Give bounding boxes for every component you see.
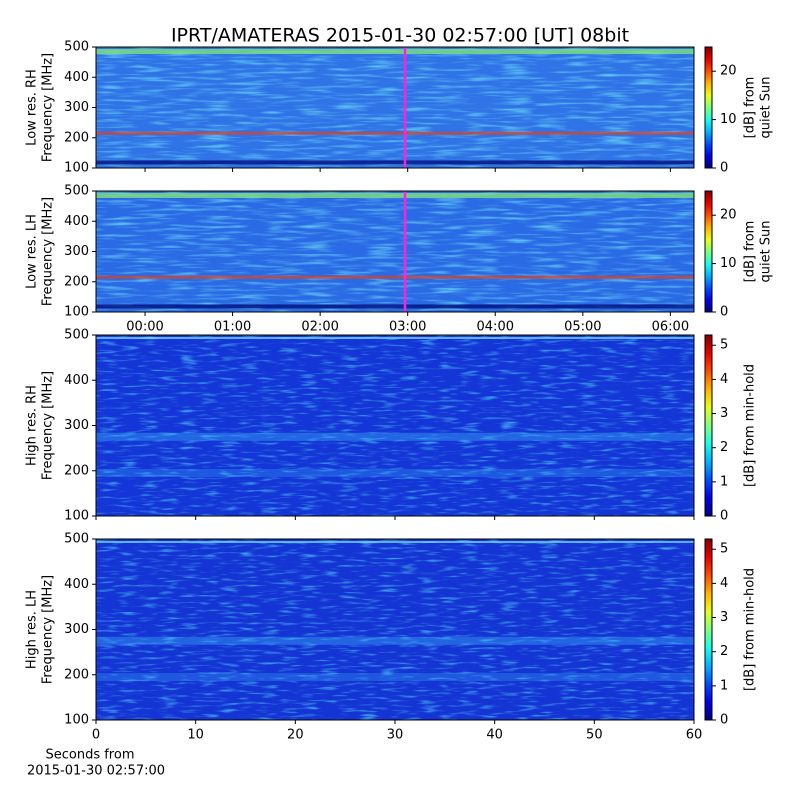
y-tick-label: 300 <box>64 244 89 259</box>
colorbar-tick-label: 0 <box>720 305 728 320</box>
colorbar-tick-label: 0 <box>720 161 728 176</box>
spectrogram-texture <box>96 335 694 516</box>
colorbar-tick-label: 10 <box>720 112 737 127</box>
spectrogram-texture <box>96 191 694 312</box>
colorbar-tick-label: 3 <box>720 406 728 421</box>
y-axis-label: Frequency [MHz] <box>41 53 56 162</box>
y-tick-label: 200 <box>64 667 89 682</box>
colorbar-tick-label: 1 <box>720 678 728 693</box>
x-tick-label: 0 <box>92 728 100 743</box>
y-tick-label: 400 <box>64 577 89 592</box>
spectrogram-band <box>96 304 694 309</box>
spectrogram-band <box>96 337 694 339</box>
y-axis-label: High res. RH <box>25 385 40 466</box>
y-tick-label: 300 <box>64 100 89 115</box>
colorbar-frame <box>704 538 713 721</box>
y-tick-label: 300 <box>64 622 89 637</box>
colorbar-tick-label: 5 <box>720 542 728 557</box>
spectrogram-band <box>96 469 694 478</box>
colorbar-label: [dB] from min-hold <box>743 364 758 487</box>
spectrogram-band <box>96 275 694 279</box>
spectrogram-band <box>96 432 694 441</box>
colorbar-label: [dB] from min-hold <box>743 568 758 691</box>
x-tick-label: 05:00 <box>564 320 601 335</box>
y-axis-label: Frequency [MHz] <box>41 371 56 480</box>
colorbar-frame <box>704 190 713 313</box>
colorbar-frame <box>704 46 713 169</box>
x-tick-label: 00:00 <box>126 320 163 335</box>
x-tick-label: 10 <box>187 728 204 743</box>
colorbar-tick-label: 0 <box>720 509 728 524</box>
spectrogram-band <box>96 673 694 682</box>
y-tick-label: 100 <box>64 713 89 728</box>
y-tick-label: 400 <box>64 214 89 229</box>
colorbar-label: quiet Sun <box>759 220 774 282</box>
x-tick-label: 40 <box>486 728 503 743</box>
y-tick-label: 500 <box>64 184 89 199</box>
y-tick-label: 100 <box>64 305 89 320</box>
spectrogram-band <box>96 160 694 165</box>
x-tick-label: 60 <box>686 728 703 743</box>
x-tick-label: 02:00 <box>301 320 338 335</box>
colorbar-tick-label: 20 <box>720 64 737 79</box>
y-tick-label: 200 <box>64 463 89 478</box>
y-tick-label: 200 <box>64 274 89 289</box>
x-axis-label: 2015-01-30 02:57:00 <box>27 764 165 779</box>
colorbar <box>705 335 712 516</box>
colorbar-tick-label: 0 <box>720 713 728 728</box>
y-tick-label: 500 <box>64 328 89 343</box>
colorbar-tick-label: 4 <box>720 372 728 387</box>
spectrogram-band <box>96 541 694 543</box>
y-tick-label: 100 <box>64 161 89 176</box>
colorbar-tick-label: 2 <box>720 440 728 455</box>
colorbar-label: [dB] from <box>743 77 758 139</box>
spectrogram-texture <box>96 47 694 168</box>
colorbar-tick-label: 20 <box>720 208 737 223</box>
spectrogram-band <box>96 131 694 135</box>
colorbar-tick-label: 2 <box>720 644 728 659</box>
x-axis-label: Seconds from <box>45 748 134 763</box>
y-axis-label: Low res. LH <box>25 214 40 289</box>
colorbar-tick-label: 10 <box>720 256 737 271</box>
spectrogram-band <box>96 49 694 54</box>
figure-title: IPRT/AMATERAS 2015-01-30 02:57:00 [UT] 0… <box>171 25 629 47</box>
colorbar-label: [dB] from <box>743 221 758 283</box>
colorbar <box>705 539 712 720</box>
x-tick-label: 06:00 <box>652 320 689 335</box>
colorbar-frame <box>704 334 713 517</box>
spectrogram-band <box>96 193 694 198</box>
spectrogram-band <box>96 636 694 645</box>
x-tick-label: 04:00 <box>477 320 514 335</box>
colorbar <box>705 191 712 312</box>
y-axis-label: Frequency [MHz] <box>41 197 56 306</box>
x-tick-label: 30 <box>387 728 404 743</box>
spectrogram-texture <box>96 539 694 720</box>
x-tick-label: 01:00 <box>214 320 251 335</box>
x-tick-label: 03:00 <box>389 320 426 335</box>
y-tick-label: 500 <box>64 532 89 547</box>
y-tick-label: 100 <box>64 509 89 524</box>
x-tick-label: 50 <box>586 728 603 743</box>
y-axis-label: Frequency [MHz] <box>41 575 56 684</box>
colorbar <box>705 47 712 168</box>
y-axis-label: Low res. RH <box>25 69 40 146</box>
colorbar-tick-label: 3 <box>720 610 728 625</box>
colorbar-tick-label: 1 <box>720 474 728 489</box>
colorbar-label: quiet Sun <box>759 76 774 138</box>
y-tick-label: 300 <box>64 418 89 433</box>
colorbar-tick-label: 5 <box>720 338 728 353</box>
y-tick-label: 400 <box>64 373 89 388</box>
colorbar-tick-label: 4 <box>720 576 728 591</box>
y-tick-label: 500 <box>64 40 89 55</box>
y-axis-label: High res. LH <box>25 590 40 669</box>
x-tick-label: 20 <box>287 728 304 743</box>
y-tick-label: 400 <box>64 70 89 85</box>
y-tick-label: 200 <box>64 130 89 145</box>
